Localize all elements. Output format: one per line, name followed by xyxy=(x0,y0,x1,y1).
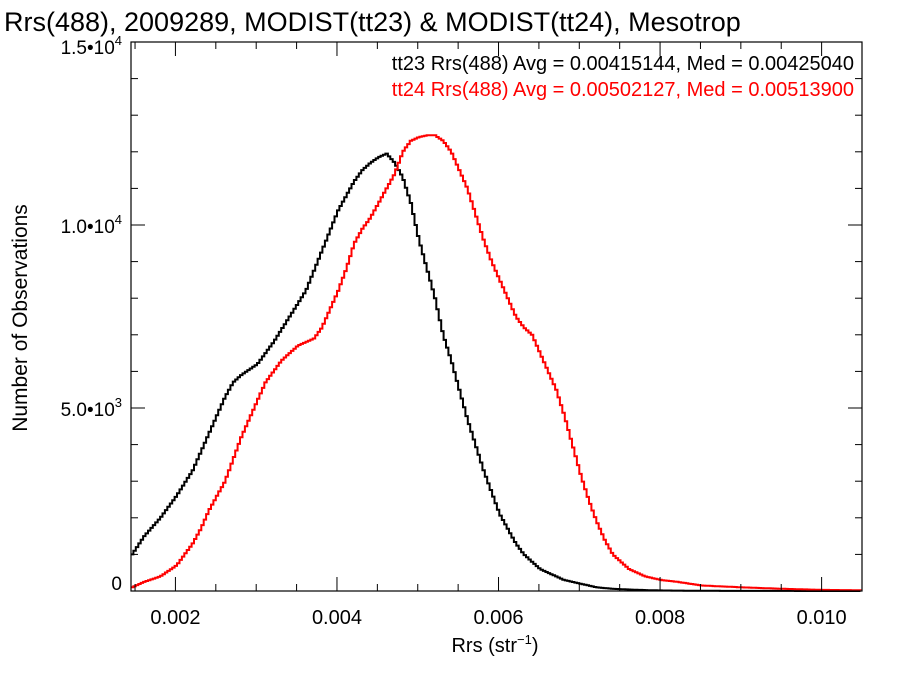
y-tick-label: 0 xyxy=(111,574,122,595)
x-tick-label: 0.008 xyxy=(635,607,685,629)
x-tick-label: 0.002 xyxy=(150,607,200,629)
plot-area: 0.002 0.004 0.006 0.008 0.010 0 5.0•103 1.0•104… xyxy=(61,33,863,629)
y-tick-label: 1.0•104 xyxy=(61,212,122,238)
series-1-line xyxy=(131,134,862,592)
x-tick-label: 0.006 xyxy=(473,607,523,629)
x-axis-label: Rrs (str−1) xyxy=(451,632,538,657)
plot-frame xyxy=(130,41,863,592)
x-tick-label: 0.010 xyxy=(797,607,847,629)
y-tick-label: 1.5•104 xyxy=(61,33,122,59)
y-axis-label: Number of Observations xyxy=(9,204,32,432)
chart-title: Rrs(488), 2009289, MODIST(tt23) & MODIST… xyxy=(4,7,741,37)
annotation-tt23: tt23 Rrs(488) Avg = 0.00415144, Med = 0.… xyxy=(392,53,854,75)
x-tick-label: 0.004 xyxy=(312,607,362,629)
series-0-line xyxy=(131,152,861,592)
annotation-tt24: tt24 Rrs(488) Avg = 0.00502127, Med = 0.… xyxy=(392,79,854,101)
y-tick-label: 5.0•103 xyxy=(61,395,122,421)
